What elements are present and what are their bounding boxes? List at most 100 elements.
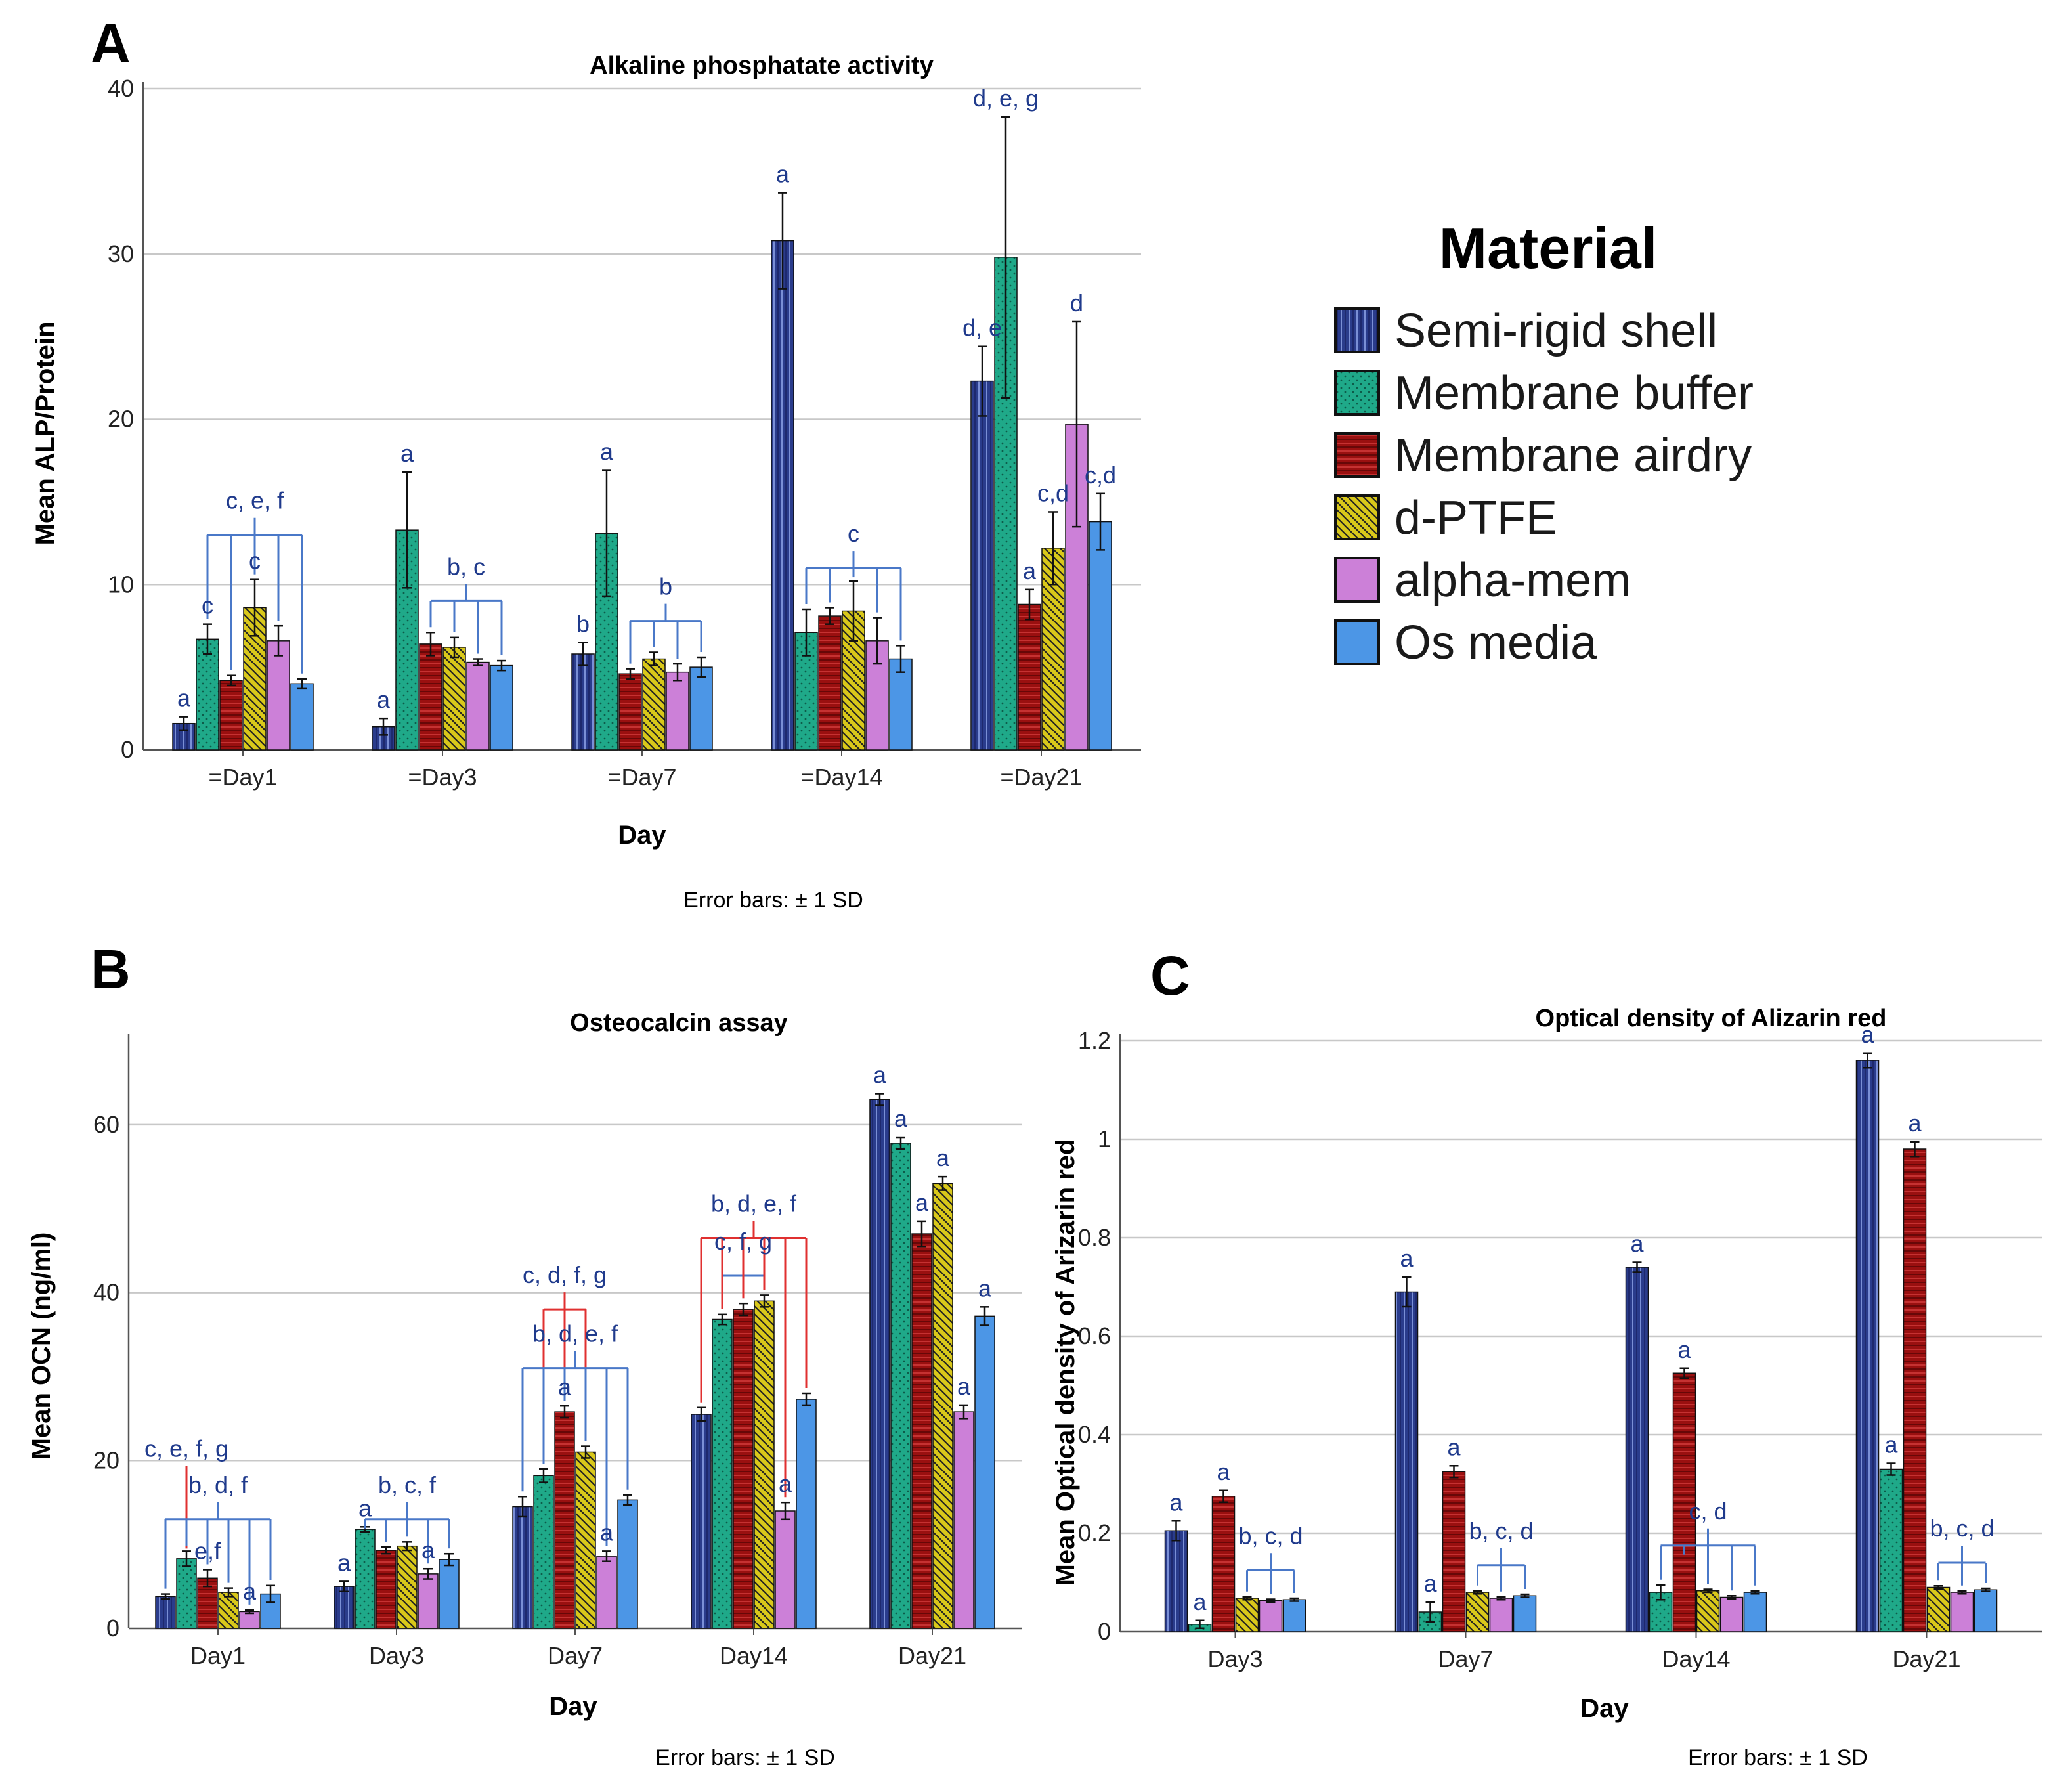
error-bar-semi-rigid-shell-day14 [778, 192, 787, 290]
bar-semi-rigid-shell-day7 [1394, 1291, 1419, 1632]
bar-alpha-mem-day7 [1489, 1598, 1513, 1632]
bar-d-ptfe-day14 [1696, 1590, 1720, 1632]
significance-label: a [1217, 1458, 1230, 1485]
bar-membrane-buffer-day21 [1879, 1468, 1903, 1632]
error-bar-membrane-airdry-day21 [1910, 1141, 1920, 1158]
error-bar-membrane-airdry-day7 [626, 668, 635, 680]
significance-label: c, e, f, g [144, 1435, 228, 1462]
significance-label: a [936, 1144, 950, 1171]
error-bar-semi-rigid-shell-day1 [161, 1593, 170, 1600]
chart-c-plot: 0 0.2 0.4 0.6 0.8 1 1.2 Day3 Day7 Day14 Day21 a a a b,… [1078, 1021, 2042, 1672]
error-bar-d-ptfe-day21 [1933, 1585, 1943, 1590]
significance-bracket [805, 551, 902, 641]
error-bar-membrane-buffer-day7 [1425, 1601, 1435, 1623]
significance-label: a [894, 1105, 908, 1132]
legend-label-alpha-mem: alpha-mem [1394, 554, 1631, 607]
panel-a: A Alkaline phosphatate activity Day Mean… [31, 12, 1141, 913]
bar-membrane-buffer-day14 [712, 1318, 733, 1629]
error-bar-os-media-day3 [444, 1552, 454, 1567]
error-bar-alpha-mem-day3 [1266, 1598, 1276, 1603]
chart-c-ylabel: Mean Optical density of Arizarin red [1051, 1139, 1080, 1586]
significance-label: b, c, d [1238, 1522, 1303, 1549]
significance-bracket [429, 584, 503, 656]
legend-swatch-semi-rigid-shell [1334, 307, 1380, 353]
bar-membrane-buffer-day7 [533, 1475, 554, 1629]
chart-b-title: Osteocalcin assay [570, 1009, 788, 1037]
significance-bracket [521, 1351, 629, 1546]
error-bar-alpha-mem-day3 [473, 658, 483, 666]
error-bar-alpha-mem-day14 [1727, 1595, 1737, 1600]
chart-b-xlabel: Day [549, 1692, 597, 1721]
significance-label: c, e, f [226, 487, 284, 514]
panel-letter-b: B [91, 938, 131, 1000]
error-bar-os-media-day21 [1981, 1587, 1991, 1592]
significance-label: a [1023, 557, 1037, 584]
significance-label: a [1884, 1431, 1898, 1458]
significance-label: e,f [194, 1538, 221, 1565]
error-bar-membrane-buffer-day7 [602, 469, 611, 598]
bar-membrane-buffer-day3 [355, 1529, 376, 1629]
x-tick-label-day1: Day1 [190, 1642, 246, 1669]
x-tick-label-day3: Day3 [369, 1642, 424, 1669]
significance-bracket [164, 1502, 272, 1605]
error-bar-d-ptfe-day14 [1703, 1588, 1713, 1594]
error-bar-os-media-day14 [802, 1392, 811, 1406]
significance-label: a [177, 685, 191, 712]
significance-label: a [558, 1374, 572, 1401]
error-bar-os-media-day21 [1096, 492, 1105, 551]
x-tick-label-day7: Day7 [1438, 1645, 1493, 1672]
significance-label: b, d, f [188, 1471, 248, 1498]
bar-membrane-buffer-day1 [176, 1558, 197, 1629]
legend-label-semi-rigid-shell: Semi-rigid shell [1394, 305, 1717, 357]
y-tick-label: 0.2 [1078, 1519, 1111, 1546]
error-bar-semi-rigid-shell-day21 [1863, 1052, 1872, 1069]
error-bar-semi-rigid-shell-day21 [875, 1093, 884, 1106]
significance-label: a [1861, 1021, 1874, 1048]
error-bar-d-ptfe-day3 [450, 636, 459, 659]
chart-a-note: Error bars: ± 1 SD [683, 888, 863, 913]
error-bar-semi-rigid-shell-day3 [379, 717, 388, 736]
significance-label: b [576, 610, 590, 637]
significance-label: b, d, e, f [711, 1190, 797, 1217]
bar-os-media-day21 [1089, 521, 1112, 751]
bar-alpha-mem-day7 [666, 671, 689, 751]
panel-b: B Osteocalcin assay Day Mean OCN (ng/ml)… [27, 938, 1022, 1770]
significance-bracket [206, 517, 303, 674]
bar-semi-rigid-shell-day14 [691, 1414, 712, 1629]
error-bar-membrane-buffer-day1 [182, 1550, 191, 1567]
error-bar-os-media-day21 [980, 1306, 989, 1326]
y-tick-label: 0.6 [1078, 1322, 1111, 1349]
error-bar-membrane-airdry-day21 [1025, 588, 1034, 621]
legend-title: Material [1439, 215, 1658, 280]
significance-label: c, d, f, g [523, 1261, 607, 1288]
significance-label: d, e [962, 315, 1002, 341]
x-tick-label-day3: Day3 [1207, 1645, 1263, 1672]
y-tick-label: 40 [93, 1279, 119, 1306]
significance-label: a [1193, 1588, 1207, 1615]
error-bar-os-media-day7 [697, 656, 706, 678]
bar-os-media-day7 [1513, 1595, 1537, 1632]
bar-semi-rigid-shell-day7 [571, 653, 595, 751]
panel-letter-a: A [91, 12, 131, 74]
error-bar-os-media-day1 [297, 678, 307, 690]
legend-item-membrane-airdry: Membrane airdry [1334, 429, 1752, 482]
bar-membrane-airdry-day3 [376, 1550, 397, 1629]
significance-label: b, c [447, 553, 485, 580]
legend-label-d-ptfe: d-PTFE [1394, 492, 1557, 544]
error-bar-os-media-day1 [266, 1584, 275, 1603]
bar-alpha-mem-day3 [466, 661, 490, 751]
bar-alpha-mem-day3 [1259, 1600, 1283, 1632]
significance-label: a [600, 1519, 614, 1546]
error-bar-membrane-airdry-day3 [426, 632, 435, 657]
significance-label: a [1447, 1433, 1461, 1460]
significance-label: b, d, e, f [532, 1320, 618, 1347]
legend-item-d-ptfe: d-PTFE [1334, 492, 1557, 544]
significance-label: c [202, 592, 213, 619]
error-bar-d-ptfe-day21 [1048, 511, 1058, 586]
bar-d-ptfe-day1 [218, 1592, 239, 1629]
significance-bracket [629, 603, 702, 664]
significance-label: a [779, 1470, 792, 1497]
y-tick-label: 0 [1098, 1618, 1111, 1645]
bar-alpha-mem-day3 [418, 1573, 439, 1629]
chart-c-note: Error bars: ± 1 SD [1688, 1745, 1868, 1770]
